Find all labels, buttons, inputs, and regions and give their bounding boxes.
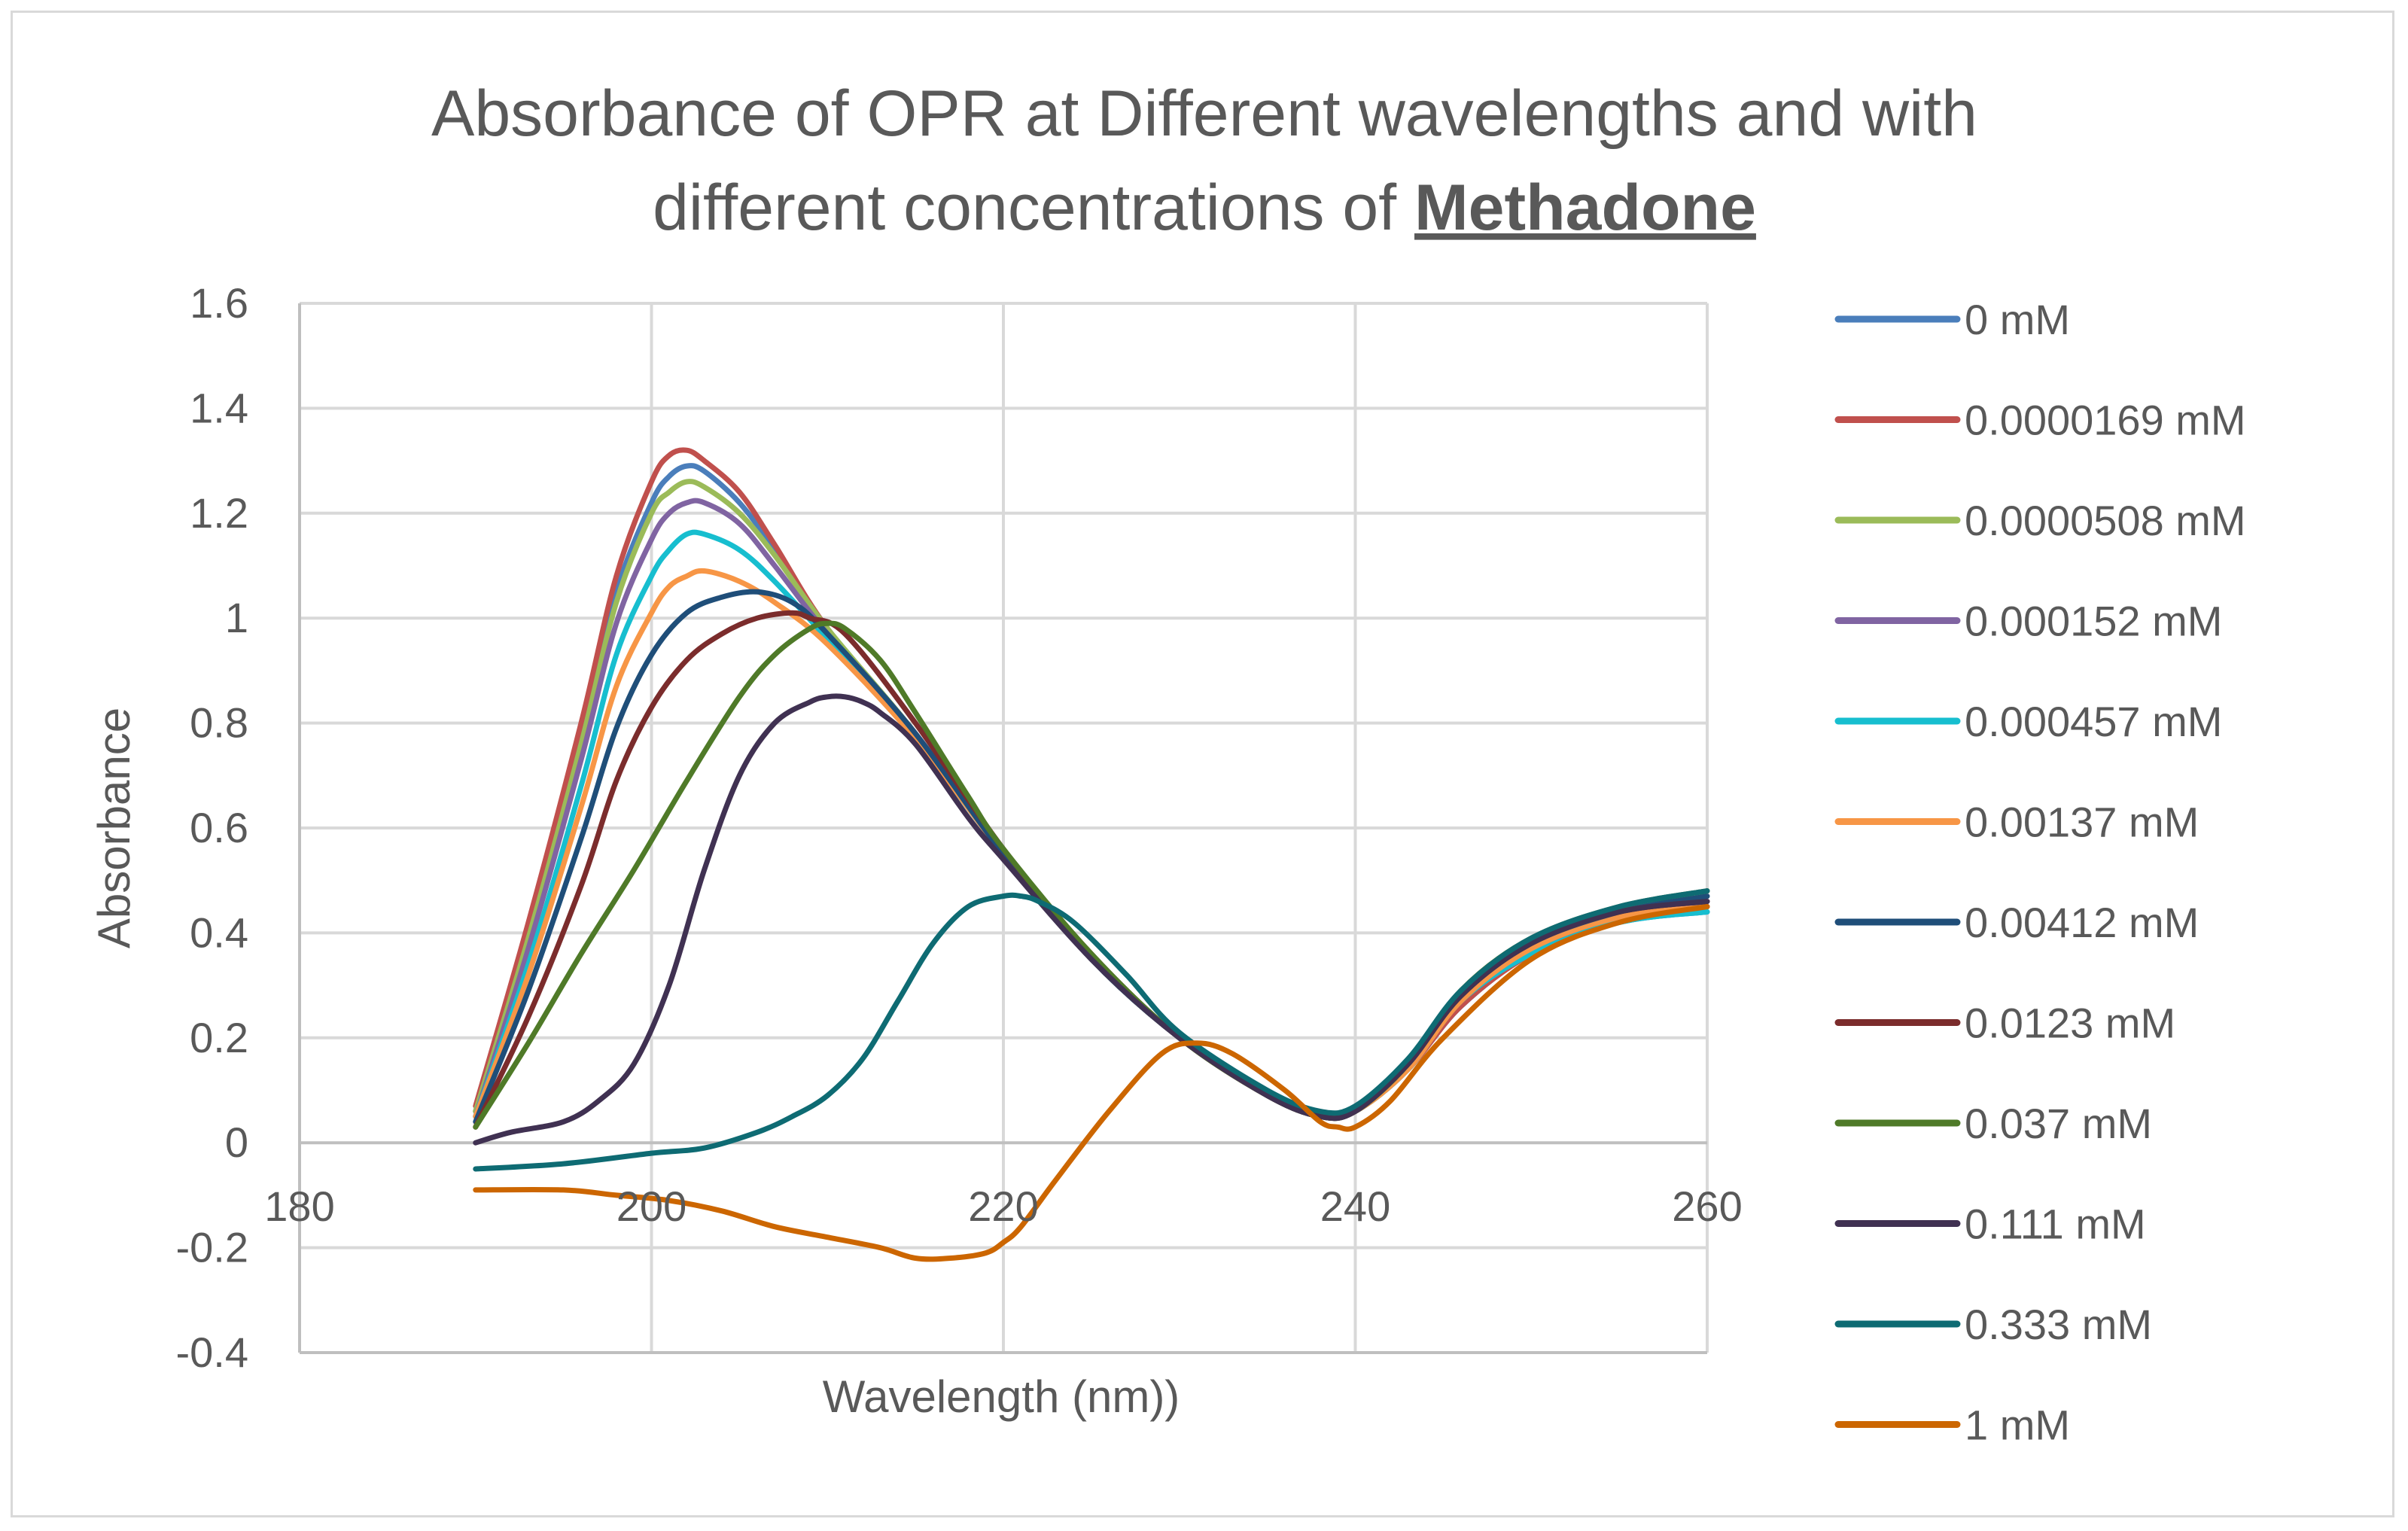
legend: 0 mM 0.0000169 mM 0.0000508 mM 0.000152 mM 0… [1834, 296, 2246, 1449]
x-axis-title: Wavelength (nm)) [823, 1371, 1180, 1422]
y-tick-label: 1.4 [190, 384, 248, 431]
axes [298, 303, 1707, 1354]
legend-label: 0 mM [1965, 296, 2070, 343]
x-tick-label: 260 [1672, 1182, 1742, 1230]
x-tick-label: 200 [616, 1182, 686, 1230]
chart-title-emphasis: Methadone [1414, 172, 1756, 244]
chart-frame [11, 11, 2394, 1517]
legend-label: 0.000152 mM [1965, 598, 2222, 645]
legend-label: 0.333 mM [1965, 1301, 2152, 1348]
y-tick-label: 0.6 [190, 804, 248, 851]
series-line-0-0123-mm [473, 610, 1710, 1130]
y-tick-label: 0.2 [190, 1014, 248, 1061]
series-line-0-0000508-mm [473, 479, 1710, 1121]
legend-label: 0.0123 mM [1965, 1000, 2175, 1047]
y-tick-label: 1.2 [190, 489, 248, 537]
legend-label: 0.0000508 mM [1965, 497, 2246, 544]
legend-label: 1 mM [1965, 1402, 2070, 1449]
y-tick-label: 0.8 [190, 699, 248, 747]
legend-label: 0.111 mM [1965, 1201, 2146, 1248]
legend-label: 0.0000169 mM [1965, 397, 2246, 444]
legend-label: 0.00137 mM [1965, 799, 2199, 846]
legend-label: 0.037 mM [1965, 1100, 2152, 1147]
y-tick-label: -0.2 [176, 1224, 249, 1271]
y-tick-label: 1.6 [190, 279, 248, 327]
y-axis-title: Absorbance [89, 708, 139, 948]
legend-label: 0.000457 mM [1965, 698, 2222, 745]
x-tick-label: 220 [968, 1182, 1038, 1230]
chart-title-line1: Absorbance of OPR at Different wavelengt… [431, 78, 1977, 150]
series-line-0-111-mm [473, 693, 1710, 1146]
y-tick-label: -0.4 [176, 1329, 249, 1376]
series-line-0-333-mm [473, 888, 1710, 1172]
series-line-0-00137-mm [473, 568, 1710, 1121]
y-tick-label: 1 [225, 594, 248, 641]
series-line-0-0000169-mm [473, 447, 1710, 1121]
chart-title-tail: different concentrations of [653, 172, 1414, 244]
x-tick-label: 240 [1320, 1182, 1390, 1230]
y-tick-label: 0 [225, 1119, 248, 1166]
legend-label: 0.00412 mM [1965, 899, 2199, 946]
series-line-1-mm [473, 904, 1710, 1262]
series-line-0-037-mm [473, 620, 1710, 1130]
tick-labels: -0.4 -0.2 0 0.2 0.4 0.6 0.8 1 1.2 1.4 1.6 180 200 220… [176, 279, 1743, 1376]
series-lines [473, 447, 1710, 1262]
y-tick-label: 0.4 [190, 909, 248, 956]
chart-title-line2: different concentrations of Methadone [653, 172, 1756, 244]
x-tick-label: 180 [264, 1182, 334, 1230]
series-line-0-00412-mm [473, 589, 1710, 1125]
